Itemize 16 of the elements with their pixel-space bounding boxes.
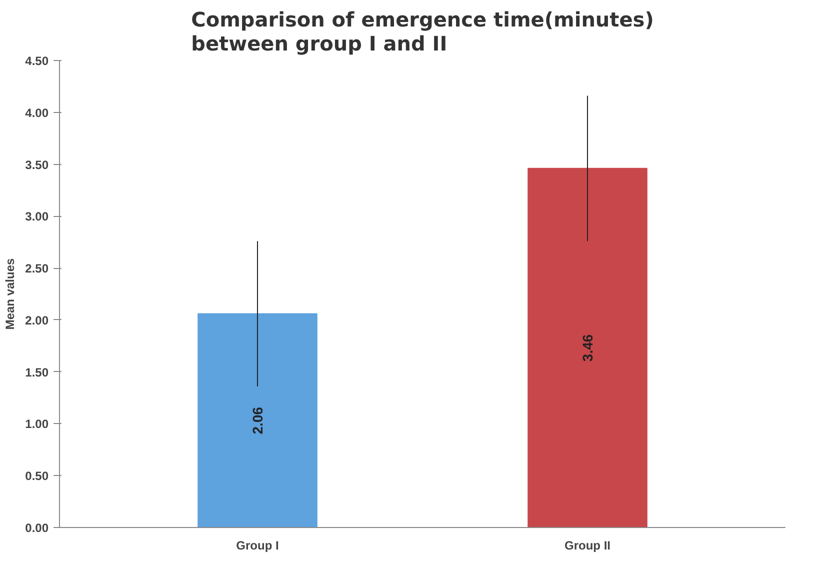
- x-tick-label: Group I: [236, 538, 279, 552]
- y-tick-label: 4.00: [25, 106, 49, 120]
- y-tick-label: 4.50: [25, 54, 49, 68]
- y-tick-label: 2.00: [25, 313, 49, 328]
- x-tick-label: Group II: [564, 538, 610, 552]
- y-tick-label: 3.00: [25, 210, 49, 224]
- data-label: 3.46: [580, 334, 596, 362]
- y-tick-label: 2.50: [25, 262, 49, 276]
- y-tick-label: 1.00: [25, 417, 49, 432]
- y-tick-label: 0.50: [25, 469, 49, 484]
- y-tick-label: 1.50: [25, 365, 49, 380]
- chart-title: Comparison of emergence time(minutes) between group I and II: [191, 8, 654, 56]
- y-tick-label: 3.50: [25, 158, 49, 172]
- y-tick-label: 0.00: [25, 521, 49, 535]
- data-label: 2.06: [250, 406, 266, 434]
- y-axis-title: Mean values: [3, 258, 18, 330]
